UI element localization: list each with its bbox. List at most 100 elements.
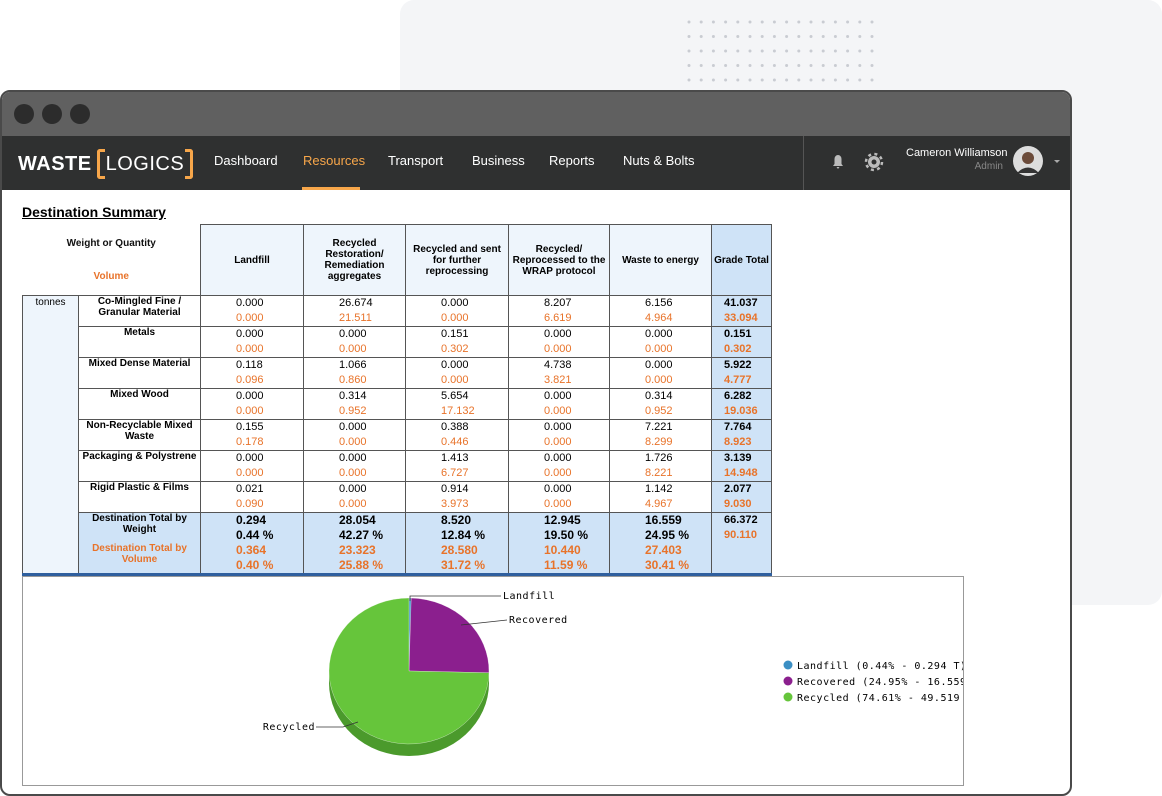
legend-label[interactable]: Recycled (74.61% - 49.519 T) (797, 693, 979, 704)
deco-dot (858, 20, 862, 24)
legend-label[interactable]: Landfill (0.44% - 0.294 T) (797, 661, 966, 672)
deco-dot (736, 78, 740, 82)
deco-dot (809, 20, 813, 24)
logo[interactable]: WASTE LOGICS (18, 149, 194, 179)
weight-value: 0.000 (544, 483, 572, 495)
deco-dot (833, 49, 837, 53)
value-cell: 0.388 0.446 (405, 419, 509, 451)
pie-slice (408, 597, 490, 673)
volume-total: 27.403 (645, 543, 682, 557)
volume-value: 0.000 (544, 498, 572, 510)
deco-dot (846, 49, 850, 53)
volume-value: 9.030 (724, 498, 752, 510)
user-role: Admin (974, 161, 1003, 172)
legend-label[interactable]: Recovered (24.95% - 16.559 T) (797, 677, 986, 688)
user-name[interactable]: Cameron Williamson (906, 147, 1008, 159)
value-cell: 8.207 6.619 (508, 295, 610, 327)
logo-text: WASTE (18, 152, 92, 175)
logo-bracket (185, 149, 194, 179)
weight-value: 0.314 (339, 390, 367, 402)
weight-value: 0.000 (339, 452, 367, 464)
column-header: Landfill (200, 224, 304, 296)
value-cell: 5.922 4.777 (711, 357, 772, 389)
weight-value: 0.000 (544, 390, 572, 402)
nav-item[interactable]: Nuts & Bolts (623, 153, 695, 168)
value-cell: 0.155 0.178 (200, 419, 304, 451)
volume-value: 0.302 (724, 343, 752, 355)
total-cell: 0.294 0.44 % 0.364 0.40 % (200, 512, 304, 575)
deco-dot (846, 20, 850, 24)
value-cell: 3.139 14.948 (711, 450, 772, 482)
deco-dot (821, 20, 825, 24)
deco-dot (724, 49, 728, 53)
deco-dot (785, 20, 789, 24)
value-cell: 0.000 0.000 (200, 295, 304, 327)
avatar[interactable] (1012, 146, 1064, 178)
weight-value: 0.388 (441, 421, 469, 433)
weight-value: 0.000 (236, 297, 264, 309)
volume-value: 0.860 (339, 374, 367, 386)
volume-value: 0.302 (441, 343, 469, 355)
deco-dot (711, 49, 715, 53)
value-cell: 1.413 6.727 (405, 450, 509, 482)
value-cell: 0.000 0.000 (405, 295, 509, 327)
totals-label: Destination Total by Weight Destination T… (78, 512, 201, 575)
weight-label: Weight or Quantity (66, 237, 156, 249)
weight-value: 2.077 (724, 483, 752, 495)
volume-value: 0.000 (441, 312, 469, 324)
leader-line (409, 595, 501, 601)
row-name: Metals (78, 326, 201, 358)
total-cell: 28.054 42.27 % 23.323 25.88 % (303, 512, 406, 575)
bell-icon[interactable] (833, 155, 843, 169)
deco-dot (833, 35, 837, 38)
volume-value: 0.952 (339, 405, 367, 417)
volume-total: 10.440 (544, 543, 581, 557)
logo-bracket (96, 149, 105, 179)
deco-dot (809, 49, 813, 53)
leader-line (460, 619, 508, 626)
total-cell: 66.372 90.110 (711, 512, 772, 575)
volume-value: 8.923 (724, 436, 752, 448)
weight-value: 8.207 (544, 297, 572, 309)
weight-value: 7.221 (645, 421, 673, 433)
weight-value: 0.000 (236, 390, 264, 402)
volume-value: 8.221 (645, 467, 673, 479)
gear-icon[interactable] (864, 152, 884, 172)
weight-percent: 24.95 % (645, 528, 690, 542)
volume-total: 23.323 (339, 543, 376, 557)
deco-dot (711, 20, 715, 24)
deco-dot (833, 64, 837, 67)
weight-total: 28.054 (339, 513, 376, 527)
deco-dot (797, 20, 801, 24)
deco-dot (699, 20, 703, 24)
weight-value: 0.000 (236, 328, 264, 340)
nav-item[interactable]: Business (472, 153, 525, 168)
weight-value: 0.021 (236, 483, 264, 495)
column-header: Recycled Restoration/ Remediation aggreg… (303, 224, 406, 296)
weight-value: 7.764 (724, 421, 752, 433)
weight-value: 1.142 (645, 483, 673, 495)
weight-percent: 42.27 % (339, 528, 384, 542)
deco-dot (724, 35, 728, 38)
deco-dot (809, 78, 813, 82)
chart-panel: Landfill Landfill (0.44% - 0.294 T) Recove… (22, 576, 986, 786)
nav-item[interactable]: Reports (549, 153, 595, 168)
nav-item[interactable]: Resources (303, 153, 366, 168)
volume-total: 90.110 (724, 529, 758, 541)
nav-item[interactable]: Transport (388, 153, 444, 168)
data-row: Packaging & Polystrene 0.000 0.000 0.000 0.0… (23, 450, 772, 482)
deco-dot (870, 49, 874, 53)
volume-value: 0.000 (645, 374, 673, 386)
window-dot (42, 104, 62, 124)
deco-dot (711, 64, 715, 67)
row-name: Packaging & Polystrene (78, 450, 201, 482)
volume-value: 4.967 (645, 498, 673, 510)
nav-item[interactable]: Dashboard (214, 153, 278, 168)
weight-value: 3.139 (724, 452, 752, 464)
value-cell: 0.000 0.000 (200, 388, 304, 420)
weight-value: 0.000 (339, 483, 367, 495)
weight-percent: 0.44 % (236, 528, 274, 542)
row-name: Mixed Wood (78, 388, 201, 420)
value-cell: 0.000 0.000 (303, 326, 406, 358)
